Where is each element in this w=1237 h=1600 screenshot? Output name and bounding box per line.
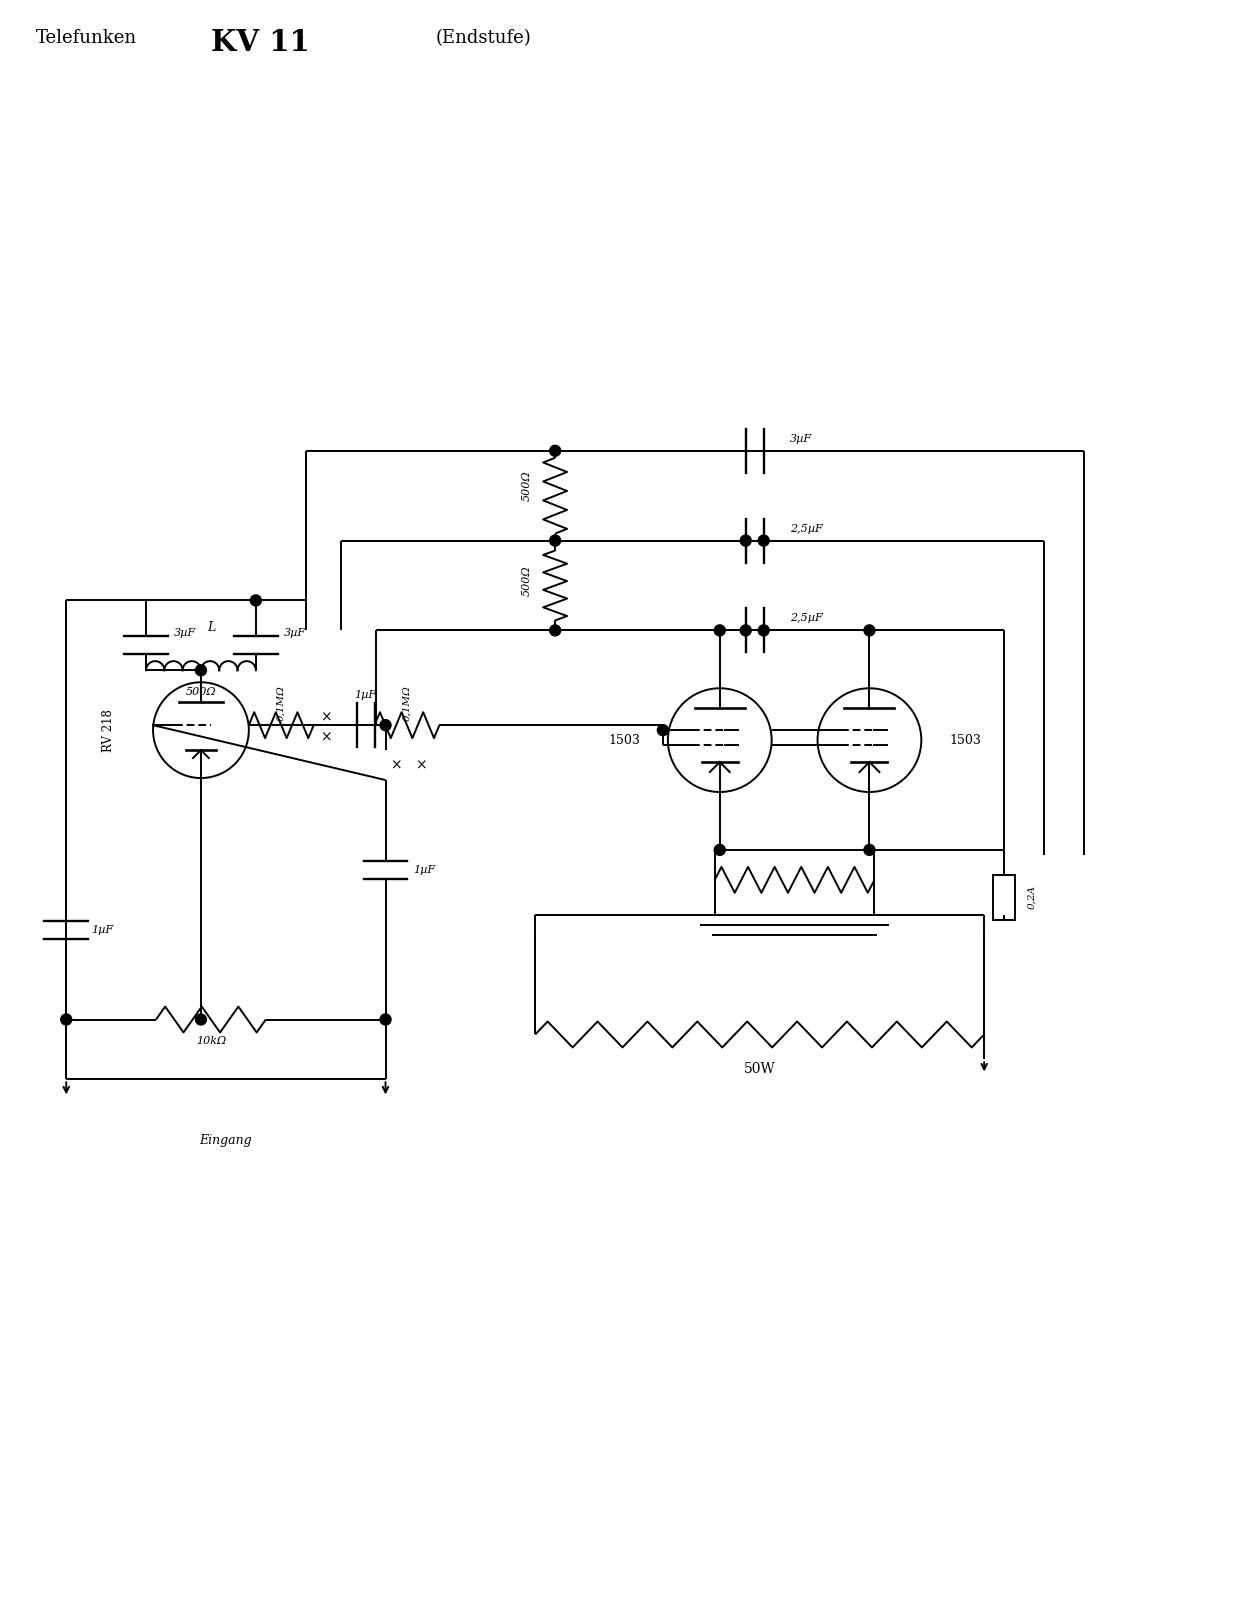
Text: (Endstufe): (Endstufe) [435,29,531,46]
Text: 0,2A: 0,2A [1028,885,1037,909]
Circle shape [740,534,751,546]
Text: RV 218: RV 218 [101,709,115,752]
Text: 0,1MΩ: 0,1MΩ [402,685,412,722]
Circle shape [549,534,560,546]
Text: 3µF: 3µF [789,434,811,443]
Text: 3µF: 3µF [283,629,306,638]
Text: 10kΩ: 10kΩ [195,1037,226,1046]
Circle shape [380,720,391,731]
Circle shape [250,595,261,606]
Text: 500Ω: 500Ω [186,688,216,698]
Text: ×: × [320,730,332,744]
Circle shape [657,725,668,736]
Text: ×: × [320,710,332,725]
Circle shape [863,626,875,635]
Circle shape [195,666,207,675]
Text: 1503: 1503 [949,734,981,747]
Circle shape [714,626,725,635]
Text: 2,5µF: 2,5µF [789,523,823,534]
Text: 3µF: 3µF [174,629,197,638]
Text: 500Ω: 500Ω [522,470,532,501]
Text: Eingang: Eingang [199,1134,252,1147]
Circle shape [380,1014,391,1026]
Text: ×: × [414,758,427,773]
Text: 500Ω: 500Ω [522,565,532,595]
Circle shape [758,534,769,546]
Circle shape [740,626,751,635]
Circle shape [758,626,769,635]
Bar [993,875,1016,920]
Text: 50W: 50W [743,1062,776,1077]
Text: 1503: 1503 [609,734,640,747]
Text: L: L [207,621,215,634]
Circle shape [549,626,560,635]
Text: 2,5µF: 2,5µF [789,613,823,624]
Text: Telefunken: Telefunken [36,29,137,46]
Circle shape [863,845,875,856]
Text: 1µF: 1µF [92,925,114,934]
Text: KV 11: KV 11 [212,27,309,56]
Text: 0,1MΩ: 0,1MΩ [277,685,286,722]
Circle shape [195,1014,207,1026]
Text: 1µF: 1µF [413,866,435,875]
Text: ×: × [390,758,401,773]
Circle shape [549,445,560,456]
Text: 1µF: 1µF [355,690,376,701]
Circle shape [61,1014,72,1026]
Circle shape [714,845,725,856]
